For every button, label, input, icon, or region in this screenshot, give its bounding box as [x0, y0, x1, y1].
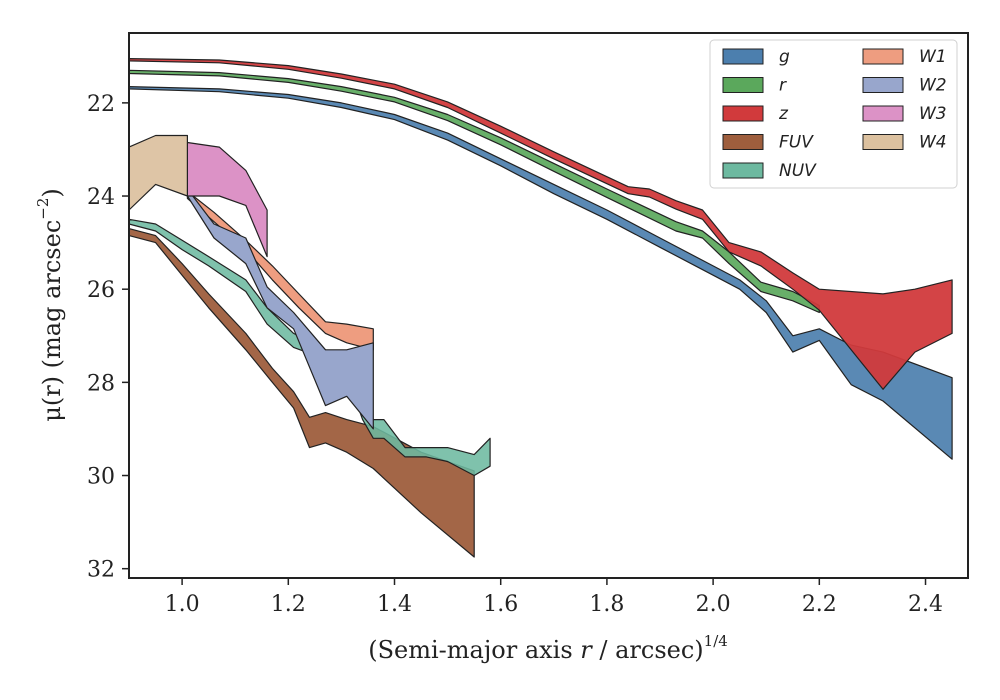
- x-tick-label: 2.2: [802, 592, 837, 617]
- band-fuv: [128, 228, 475, 558]
- ticks-layer: 1.0 1.2 1.4 1.6 1.8 2.0 2.2 2.4 22 24 26 28 30 32: [87, 92, 943, 617]
- band-w4: [128, 134, 188, 211]
- x-tick-label: 2.4: [908, 592, 943, 617]
- band-w2: [186, 188, 374, 430]
- legend-label-z: z: [778, 104, 789, 124]
- plot-frame: [128, 32, 969, 579]
- y-tick-label: 24: [87, 185, 115, 210]
- legend-label-g: g: [779, 47, 790, 67]
- series-layer: [128, 57, 953, 558]
- y-axis-label: μ(r) (mag arcsec−2): [34, 188, 66, 422]
- legend-swatch-nuv: [722, 162, 764, 179]
- band-r: [128, 69, 820, 314]
- legend-label-w1: W1: [919, 47, 947, 67]
- legend: grz FUV NUV W1 W2 W3 W4: [709, 39, 958, 189]
- x-tick-label: 1.0: [165, 592, 200, 617]
- legend-swatch-w1: [862, 48, 904, 65]
- legend-swatch-r: [722, 77, 764, 93]
- y-tick-label: 26: [87, 278, 115, 303]
- legend-label-r: r: [779, 76, 787, 96]
- legend-swatch-fuv: [722, 134, 764, 150]
- legend-label-fuv: FUV: [779, 133, 814, 153]
- legend-swatch-z: [722, 105, 764, 122]
- x-axis-label: (Semi-major axis r / arcsec)1/4: [368, 632, 728, 664]
- band-w3: [186, 141, 268, 258]
- y-tick-label: 32: [87, 558, 115, 583]
- y-tick-label: 28: [87, 371, 115, 396]
- y-tick-label: 22: [87, 92, 115, 117]
- legend-label-w4: W4: [919, 133, 947, 153]
- legend-swatch-w3: [862, 105, 904, 122]
- x-tick-label: 2.0: [696, 592, 731, 617]
- legend-swatch-w4: [862, 134, 904, 150]
- band-z: [128, 57, 953, 390]
- legend-label-nuv: NUV: [779, 161, 817, 181]
- legend-swatch-w2: [862, 77, 904, 93]
- y-tick-label: 30: [87, 465, 115, 490]
- x-tick-label: 1.8: [589, 592, 624, 617]
- x-tick-label: 1.6: [483, 592, 518, 617]
- x-tick-label: 1.4: [377, 592, 412, 617]
- x-tick-label: 1.2: [271, 592, 306, 617]
- band-g: [128, 85, 953, 460]
- legend-label-w3: W3: [919, 104, 947, 124]
- legend-swatch-g: [722, 48, 764, 65]
- legend-label-w2: W2: [919, 76, 947, 96]
